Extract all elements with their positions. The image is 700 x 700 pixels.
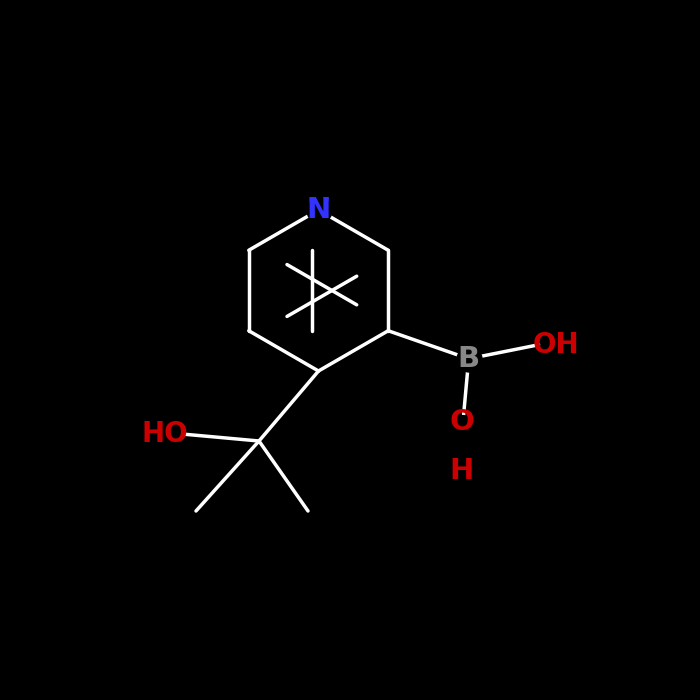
Text: HO: HO	[141, 420, 188, 448]
Text: H: H	[449, 457, 474, 484]
Text: N: N	[307, 196, 330, 224]
Text: B: B	[458, 345, 480, 372]
Text: O: O	[449, 407, 474, 435]
Text: OH: OH	[533, 331, 580, 359]
Text: N: N	[307, 196, 330, 224]
